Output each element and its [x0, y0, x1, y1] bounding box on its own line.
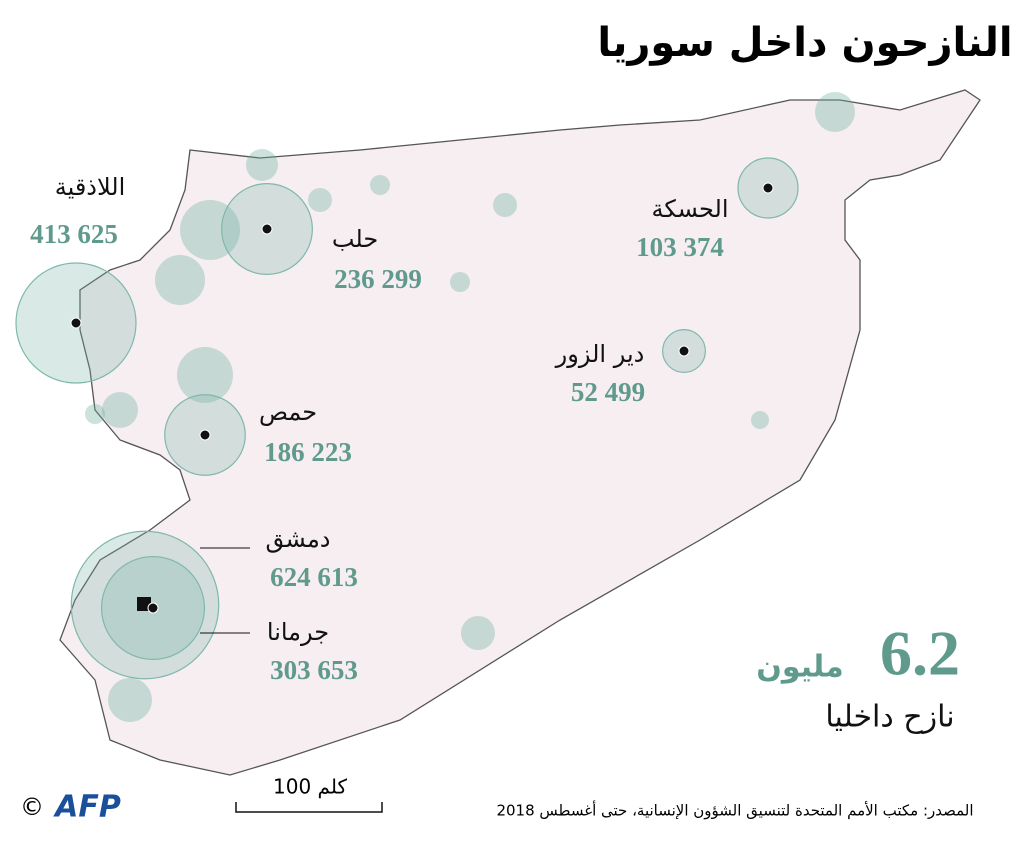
title: النازحون داخل سوريا [597, 20, 1012, 66]
city-marker [261, 223, 273, 235]
city-value: 624 613 [270, 562, 358, 592]
city-marker [199, 429, 211, 441]
city-marker [678, 345, 690, 357]
total-value: 6.2 [880, 618, 960, 689]
country-outline [59, 89, 981, 776]
agency-logo: AFP [53, 790, 121, 825]
city-value: 103 374 [636, 232, 724, 262]
city-name: حمص [259, 398, 317, 426]
city-name: الحسكة [651, 195, 728, 223]
city-marker [137, 597, 151, 611]
city-name: دير الزور [555, 340, 645, 368]
cities: اللاذقية 413 625 حلب 236 299 حمص 186 223 دمشق 6… [15, 157, 799, 685]
city-name: دمشق [266, 525, 331, 553]
city-value: 186 223 [264, 437, 352, 467]
source: المصدر: مكتب الأمم المتحدة لتنسيق الشؤون… [496, 801, 973, 820]
city-name: جرمانا [267, 618, 329, 646]
city-name: اللاذقية [55, 173, 126, 201]
total-unit: مليون [756, 650, 843, 685]
city-marker [147, 602, 159, 614]
city-value: 303 653 [270, 655, 358, 685]
scale-label: 100 كلم [273, 775, 347, 799]
scale-bar [235, 802, 383, 813]
city-value: 236 299 [334, 264, 422, 294]
total-caption: نازح داخليا [825, 700, 954, 735]
city-name: حلب [332, 225, 378, 253]
copyright: © [20, 793, 44, 821]
city-value: 413 625 [30, 219, 118, 249]
density-dots [85, 92, 855, 722]
city-marker [70, 317, 82, 329]
city-value: 52 499 [571, 377, 645, 407]
city-marker [762, 182, 774, 194]
